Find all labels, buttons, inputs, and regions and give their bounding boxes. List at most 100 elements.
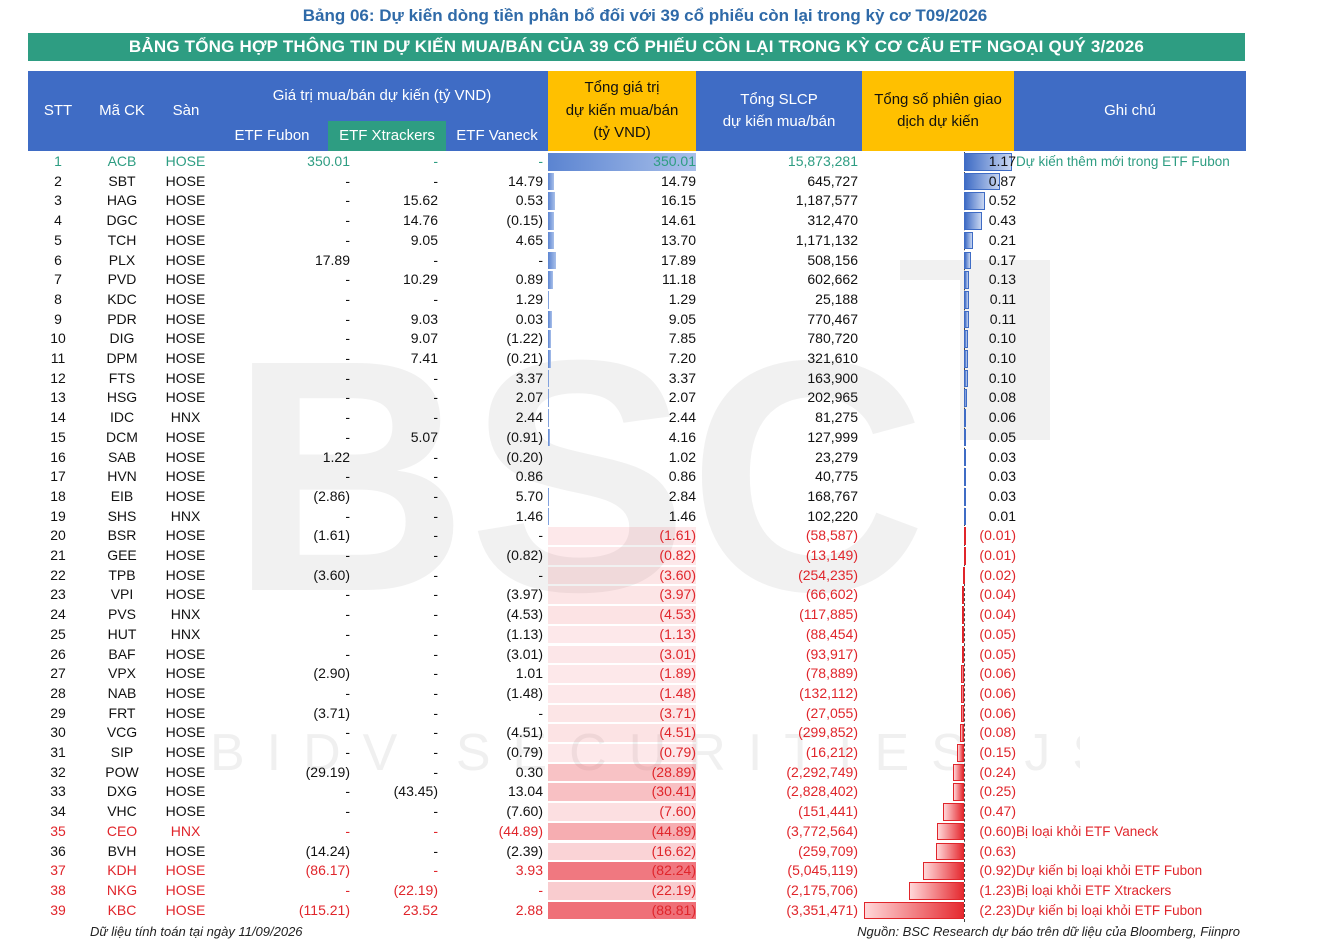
cell-stt: 24 — [50, 606, 66, 623]
cell-exchange: HOSE — [165, 389, 206, 406]
cell-stt: 38 — [50, 881, 66, 898]
cell-note: Dự kiến bị loại khỏi ETF Fubon — [1016, 863, 1203, 879]
cell-total-value: 3.37 — [548, 369, 696, 389]
cell-etf-vaneck: 0.03 — [515, 310, 543, 327]
cell-exchange: HOSE — [165, 803, 206, 820]
cell-etf-fubon: (14.24) — [305, 842, 350, 859]
sessions-bar — [937, 822, 964, 841]
table-row: 5 TCH HOSE - 9.05 4.65 13.70 1,171,132 0.21 — [28, 231, 1328, 251]
header-slcp-line1: Tổng SLCP — [740, 90, 818, 108]
total-value-text: 13.70 — [660, 231, 696, 248]
table-row: 6 PLX HOSE 17.89 - - 17.89 508,156 0.17 — [28, 251, 1328, 271]
sessions-bar — [964, 290, 969, 309]
table-row: 27 VPX HOSE (2.90) - 1.01 (1.89) (78,889) (0.06) — [28, 664, 1328, 684]
cell-note — [1016, 723, 1316, 743]
cell-ticker: SBT — [108, 172, 136, 189]
cell-ticker: BAF — [108, 645, 136, 662]
cell-ticker: DXG — [106, 783, 138, 800]
cell-total-value: (0.82) — [548, 546, 696, 566]
cell-ticker: VPI — [110, 586, 134, 603]
cell-slcp: (299,852) — [798, 724, 858, 741]
cell-etf-vaneck: - — [538, 153, 543, 169]
total-value-bar — [548, 645, 696, 664]
header-san: Sàn — [156, 71, 216, 151]
cell-etf-vaneck: (0.79) — [506, 744, 543, 760]
cell-etf-xtrackers: - — [433, 153, 438, 169]
cell-etf-vaneck: (4.51) — [506, 724, 543, 741]
cell-sessions: 0.10 — [864, 349, 1016, 369]
cell-exchange: HNX — [170, 507, 201, 524]
cell-etf-vaneck: (0.21) — [506, 350, 543, 366]
cell-total-value: (4.53) — [548, 605, 696, 625]
cell-etf-xtrackers: - — [433, 527, 438, 544]
cell-sessions: (0.04) — [864, 605, 1016, 625]
cell-etf-vaneck: 1.01 — [515, 665, 543, 682]
cell-stt: 14 — [50, 409, 66, 426]
table-row: 32 POW HOSE (29.19) - 0.30 (28.89) (2,292,749) (… — [28, 763, 1328, 783]
table-banner: BẢNG TỔNG HỢP THÔNG TIN DỰ KIẾN MUA/BÁN … — [28, 33, 1245, 61]
total-value-text: 2.07 — [668, 389, 696, 406]
total-value-text: 3.37 — [668, 369, 696, 386]
cell-slcp: 202,965 — [807, 389, 858, 406]
sessions-bar — [962, 586, 965, 605]
table-row: 36 BVH HOSE (14.24) - (2.39) (16.62) (259,709) (… — [28, 842, 1328, 862]
cell-sessions: (0.60) — [864, 822, 1016, 842]
table-row: 35 CEO HNX - - (44.89) (44.89) (3,772,564) (0.60… — [28, 822, 1328, 842]
cell-etf-xtrackers: - — [433, 704, 438, 721]
cell-ticker: KDH — [107, 862, 137, 879]
cell-etf-xtrackers: (43.45) — [393, 783, 438, 800]
cell-slcp: 102,220 — [807, 507, 858, 524]
cell-ticker: PDR — [107, 310, 137, 327]
cell-note — [1016, 664, 1316, 684]
cell-total-value: (3.71) — [548, 704, 696, 724]
cell-ticker: TCH — [107, 231, 137, 248]
cell-total-value: (88.81) — [548, 901, 696, 921]
cell-stt: 22 — [50, 566, 66, 583]
sessions-bar — [964, 389, 968, 408]
cell-note — [1016, 566, 1316, 586]
total-value-bar — [548, 822, 696, 841]
cell-note — [1016, 369, 1316, 389]
cell-ticker: ACB — [107, 153, 137, 169]
cell-total-value: (44.89) — [548, 822, 696, 842]
cell-exchange: HOSE — [165, 645, 206, 662]
sessions-value: (0.06) — [979, 684, 1016, 701]
cell-sessions: (0.01) — [864, 526, 1016, 546]
cell-etf-xtrackers: 9.03 — [410, 310, 438, 327]
cell-etf-fubon: - — [345, 606, 350, 623]
cell-note — [1016, 290, 1316, 310]
total-value-text: 7.20 — [668, 350, 696, 366]
cell-stt: 21 — [50, 547, 66, 563]
cell-etf-fubon: - — [345, 724, 350, 741]
total-value-bar — [548, 369, 550, 388]
cell-etf-fubon: (2.86) — [313, 487, 350, 504]
total-value-text: (82.24) — [651, 862, 696, 879]
cell-slcp: (5,045,119) — [787, 862, 858, 879]
cell-exchange: HOSE — [165, 212, 206, 229]
cell-stt: 19 — [50, 507, 66, 524]
cell-etf-vaneck: 13.04 — [507, 783, 543, 800]
sessions-bar — [964, 212, 982, 230]
sessions-value: 0.13 — [988, 271, 1016, 288]
cell-etf-vaneck: (44.89) — [498, 822, 543, 839]
table-row: 26 BAF HOSE - - (3.01) (3.01) (93,917) (0.05) — [28, 645, 1328, 665]
table-row: 15 DCM HOSE - 5.07 (0.91) 4.16 127,999 0.05 — [28, 428, 1328, 448]
cell-etf-fubon: - — [345, 172, 350, 189]
cell-etf-fubon: - — [345, 192, 350, 209]
total-value-text: (1.89) — [659, 665, 696, 682]
sessions-bar — [964, 172, 1000, 191]
cell-exchange: HOSE — [165, 172, 206, 189]
cell-etf-fubon: - — [345, 369, 350, 386]
cell-etf-vaneck: - — [538, 566, 543, 583]
cell-ticker: VCG — [106, 724, 138, 741]
cell-etf-xtrackers: - — [433, 842, 438, 859]
cell-etf-fubon: (29.19) — [305, 763, 350, 780]
total-value-text: (30.41) — [651, 783, 696, 800]
cell-stt: 35 — [50, 822, 66, 839]
cell-sessions: (0.47) — [864, 802, 1016, 822]
cell-slcp: (151,441) — [798, 803, 858, 820]
cell-sessions: (0.06) — [864, 664, 1016, 684]
cell-total-value: 2.07 — [548, 388, 696, 408]
cell-note: Dự kiến thêm mới trong ETF Fubon — [1016, 154, 1230, 169]
table-row: 7 PVD HOSE - 10.29 0.89 11.18 602,662 0.13 — [28, 270, 1328, 290]
